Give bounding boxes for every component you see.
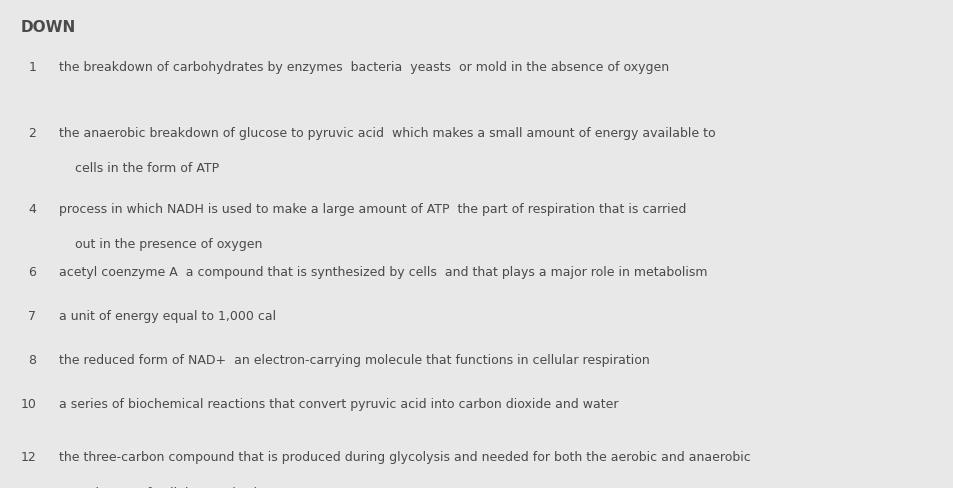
Text: 8: 8 [29,354,36,367]
Text: 4: 4 [29,203,36,216]
Text: the three-carbon compound that is produced during glycolysis and needed for both: the three-carbon compound that is produc… [59,451,750,465]
Text: the anaerobic breakdown of glucose to pyruvic acid  which makes a small amount o: the anaerobic breakdown of glucose to py… [59,127,715,140]
Text: a series of biochemical reactions that convert pyruvic acid into carbon dioxide : a series of biochemical reactions that c… [59,398,618,411]
Text: DOWN: DOWN [21,20,76,35]
Text: the reduced form of NAD+  an electron-carrying molecule that functions in cellul: the reduced form of NAD+ an electron-car… [59,354,649,367]
Text: cells in the form of ATP: cells in the form of ATP [59,162,219,175]
Text: 1: 1 [29,61,36,74]
Text: out in the presence of oxygen: out in the presence of oxygen [59,238,262,251]
Text: process in which NADH is used to make a large amount of ATP  the part of respira: process in which NADH is used to make a … [59,203,686,216]
Text: 10: 10 [20,398,36,411]
Text: 6: 6 [29,266,36,279]
Text: 7: 7 [29,310,36,323]
Text: acetyl coenzyme A  a compound that is synthesized by cells  and that plays a maj: acetyl coenzyme A a compound that is syn… [59,266,707,279]
Text: 2: 2 [29,127,36,140]
Text: the breakdown of carbohydrates by enzymes  bacteria  yeasts  or mold in the abse: the breakdown of carbohydrates by enzyme… [59,61,669,74]
Text: a unit of energy equal to 1,000 cal: a unit of energy equal to 1,000 cal [59,310,276,323]
Text: 12: 12 [20,451,36,465]
Text: pathways of cellular respiration: pathways of cellular respiration [59,487,273,488]
